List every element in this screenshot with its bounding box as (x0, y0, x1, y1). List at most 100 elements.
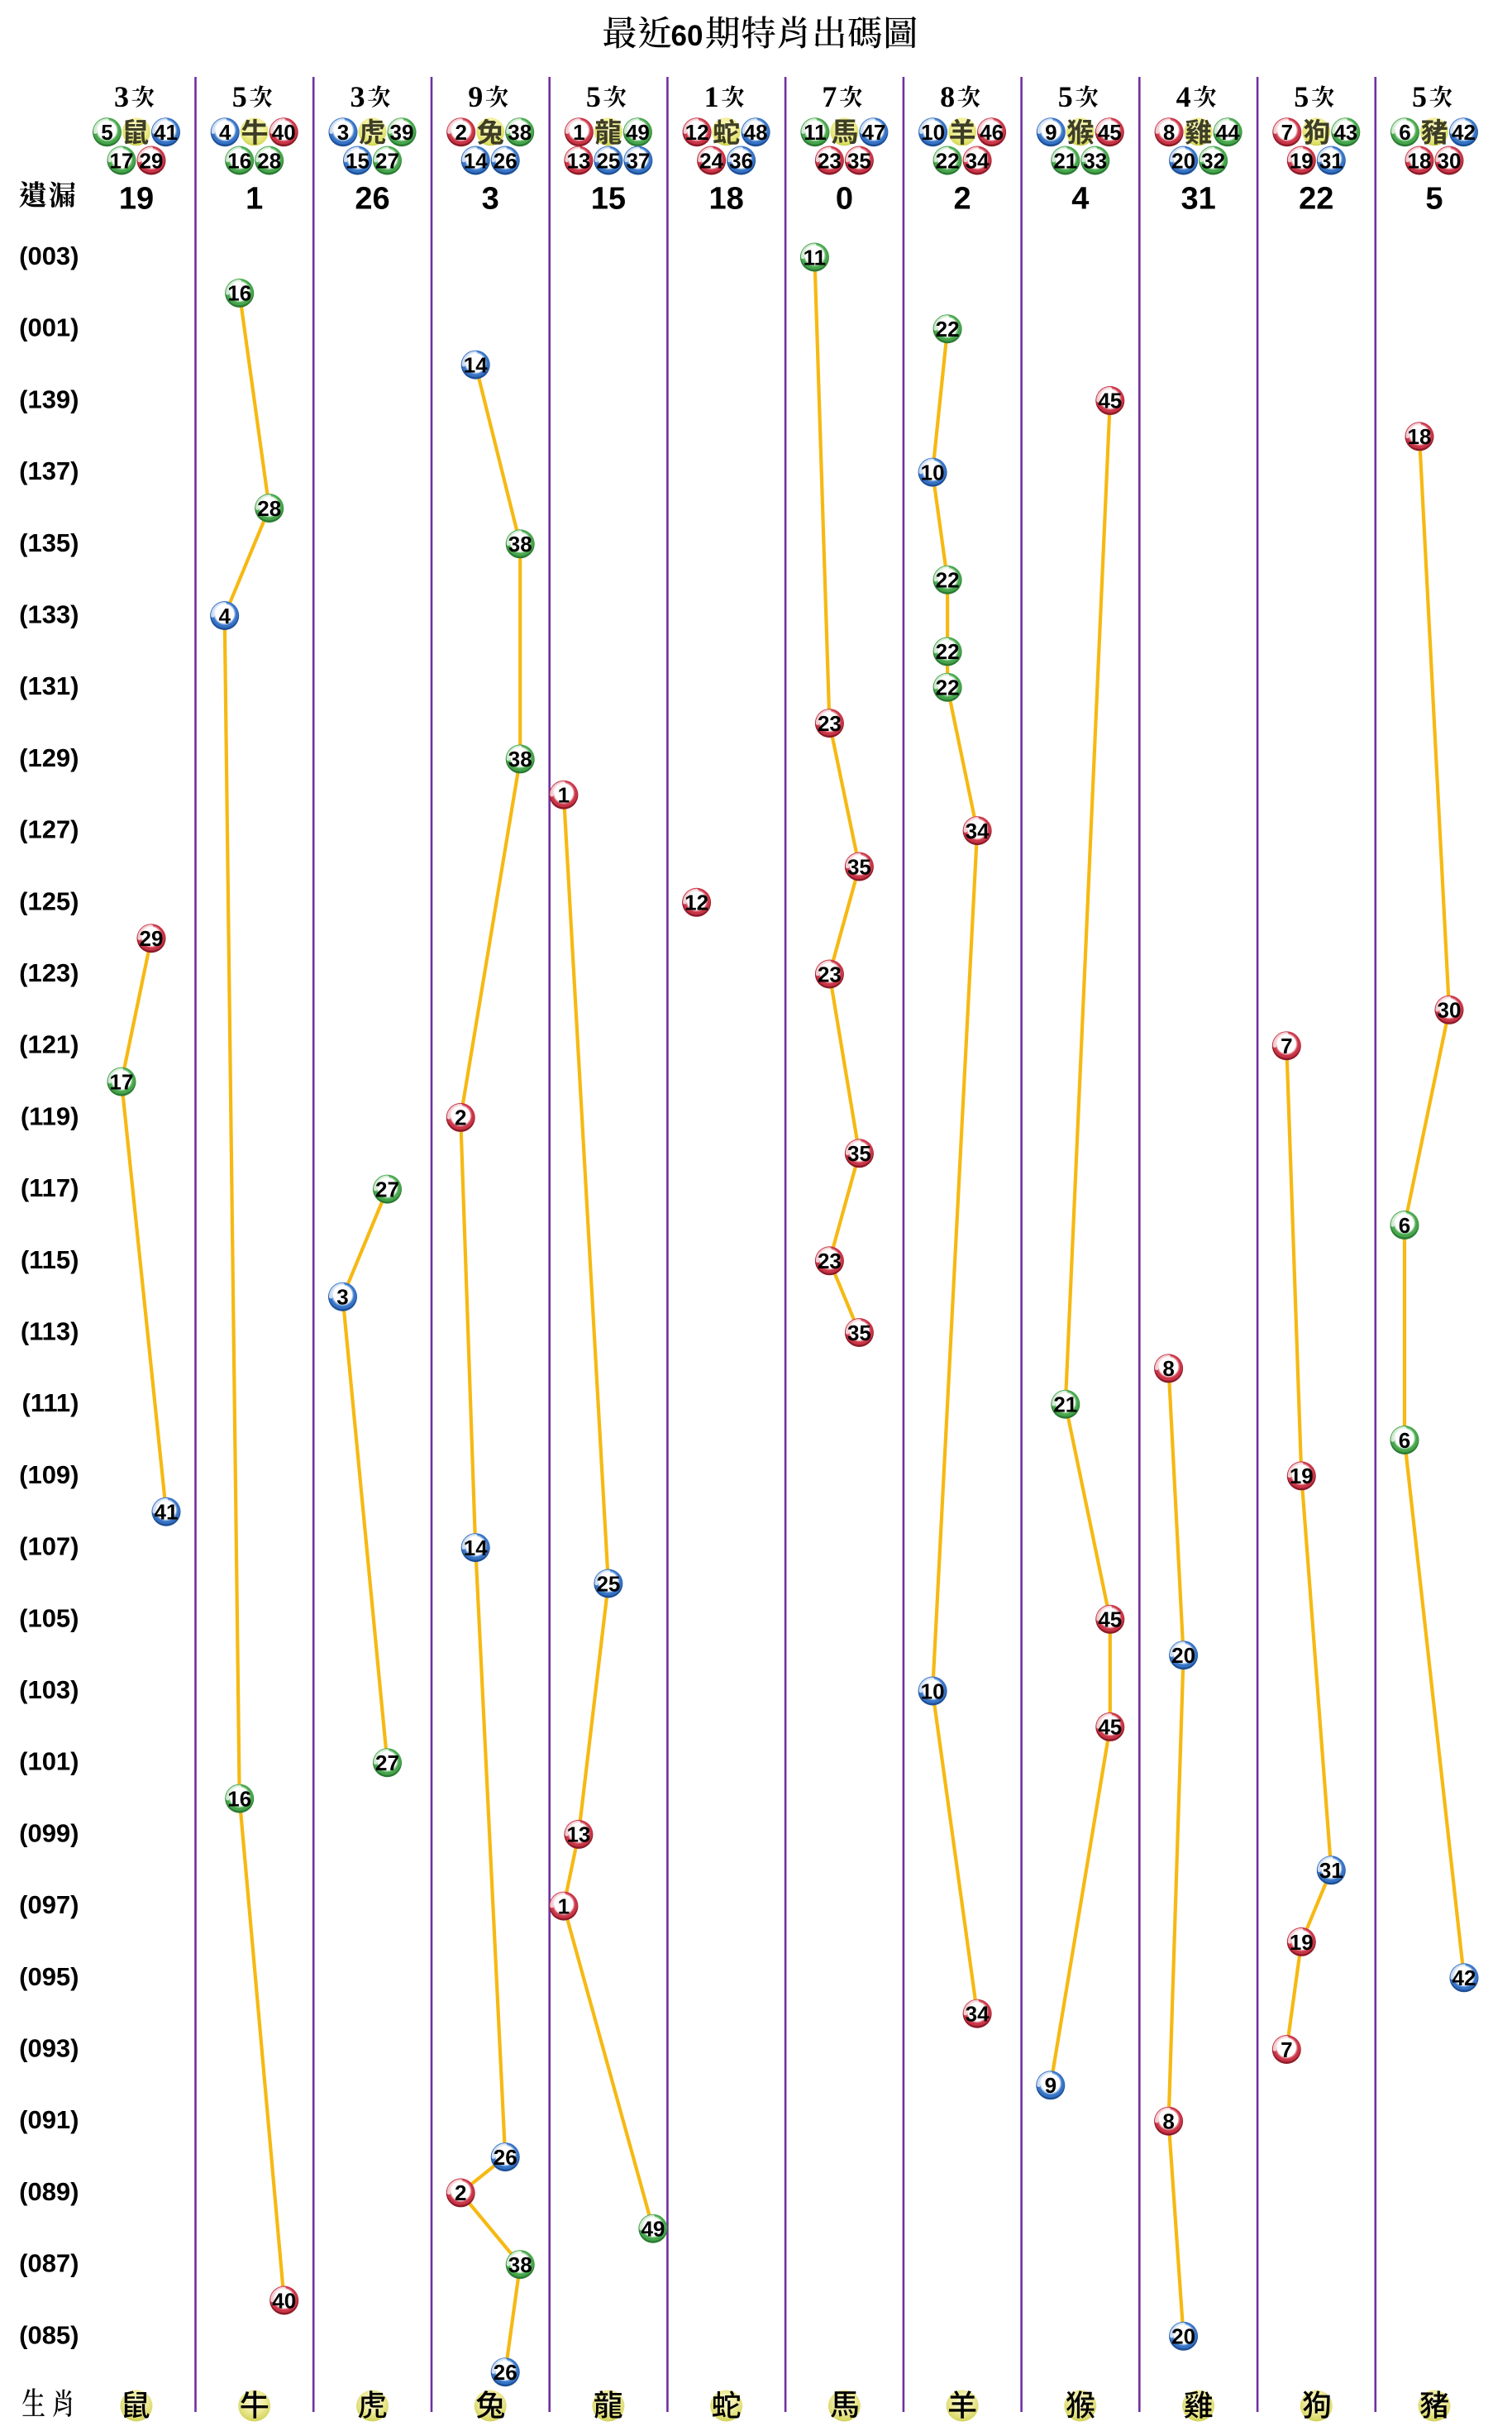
svg-text:(087): (087) (19, 2249, 79, 2278)
svg-text:41: 41 (155, 1500, 179, 1525)
svg-text:27: 27 (375, 148, 399, 173)
svg-text:45: 45 (1098, 120, 1122, 145)
svg-text:(091): (091) (19, 2105, 79, 2134)
svg-text:12: 12 (684, 891, 708, 915)
svg-text:14: 14 (464, 148, 488, 173)
svg-text:4: 4 (219, 120, 231, 145)
svg-text:26: 26 (355, 181, 389, 216)
svg-text:5: 5 (101, 120, 112, 145)
svg-text:21: 21 (1053, 148, 1077, 173)
svg-text:16: 16 (227, 1786, 251, 1811)
svg-text:13: 13 (566, 1822, 590, 1847)
svg-text:45: 45 (1098, 389, 1122, 413)
svg-text:17: 17 (110, 1069, 134, 1094)
svg-text:3: 3 (336, 1285, 348, 1310)
svg-text:39: 39 (390, 120, 414, 145)
svg-text:37: 37 (626, 148, 650, 173)
svg-text:23: 23 (818, 962, 842, 986)
svg-text:(093): (093) (19, 2034, 79, 2063)
svg-text:31: 31 (1319, 1858, 1343, 1883)
svg-text:35: 35 (847, 1321, 871, 1345)
svg-text:1: 1 (558, 1894, 570, 1918)
svg-text:23: 23 (818, 148, 842, 173)
svg-text:8: 8 (1162, 1356, 1174, 1381)
svg-text:26: 26 (494, 2145, 518, 2170)
svg-text:5: 5 (1058, 80, 1073, 113)
svg-text:22: 22 (936, 639, 960, 664)
svg-text:26: 26 (494, 2360, 518, 2385)
svg-text:22: 22 (936, 568, 960, 593)
svg-text:8: 8 (940, 80, 955, 113)
svg-text:19: 19 (1290, 1930, 1314, 1955)
svg-text:1: 1 (573, 120, 584, 145)
svg-text:3: 3 (114, 80, 129, 113)
svg-text:20: 20 (1171, 1643, 1195, 1668)
svg-text:60: 60 (671, 20, 704, 52)
svg-text:19: 19 (1290, 1464, 1314, 1488)
svg-text:24: 24 (699, 148, 723, 173)
svg-text:35: 35 (847, 1141, 871, 1166)
svg-text:(127): (127) (19, 815, 79, 844)
svg-text:1: 1 (558, 783, 570, 808)
svg-text:1: 1 (704, 80, 719, 113)
svg-text:19: 19 (119, 181, 154, 216)
svg-text:44: 44 (1216, 120, 1240, 145)
svg-text:40: 40 (272, 2288, 296, 2313)
svg-text:(003): (003) (19, 241, 79, 270)
svg-text:32: 32 (1201, 148, 1225, 173)
svg-text:34: 34 (966, 819, 990, 843)
svg-text:45: 45 (1098, 1607, 1122, 1632)
svg-text:5: 5 (1425, 181, 1443, 216)
svg-text:3: 3 (351, 80, 365, 113)
svg-text:8: 8 (1162, 2109, 1174, 2134)
svg-text:(123): (123) (19, 958, 79, 987)
svg-text:2: 2 (954, 181, 971, 216)
svg-text:11: 11 (804, 245, 827, 270)
svg-text:(107): (107) (19, 1532, 79, 1561)
svg-text:20: 20 (1171, 2324, 1195, 2349)
svg-text:(113): (113) (21, 1317, 79, 1346)
svg-text:(119): (119) (21, 1101, 79, 1130)
svg-text:23: 23 (818, 711, 842, 736)
svg-text:(109): (109) (19, 1460, 79, 1489)
svg-text:(121): (121) (19, 1030, 79, 1059)
svg-text:(135): (135) (19, 528, 79, 557)
svg-text:(133): (133) (19, 600, 79, 629)
svg-text:28: 28 (257, 496, 281, 521)
svg-text:(139): (139) (19, 384, 79, 413)
svg-text:2: 2 (455, 2180, 466, 2205)
svg-text:49: 49 (626, 120, 650, 145)
svg-text:38: 38 (508, 120, 532, 145)
svg-text:17: 17 (110, 148, 134, 173)
svg-text:35: 35 (847, 148, 871, 173)
svg-text:42: 42 (1452, 120, 1476, 145)
svg-text:(111): (111) (22, 1388, 79, 1417)
svg-text:10: 10 (921, 120, 945, 145)
svg-text:18: 18 (1408, 148, 1432, 173)
svg-text:38: 38 (508, 747, 532, 771)
svg-text:19: 19 (1290, 148, 1314, 173)
svg-text:30: 30 (1438, 148, 1462, 173)
svg-text:(115): (115) (21, 1245, 79, 1274)
svg-text:22: 22 (936, 676, 960, 700)
svg-text:45: 45 (1098, 1715, 1122, 1740)
svg-text:38: 38 (508, 532, 532, 556)
svg-text:29: 29 (140, 148, 164, 173)
svg-text:9: 9 (1045, 120, 1056, 145)
svg-text:36: 36 (729, 148, 753, 173)
svg-text:6: 6 (1399, 120, 1410, 145)
svg-text:5: 5 (586, 80, 601, 113)
svg-text:1: 1 (246, 181, 263, 216)
svg-text:(131): (131) (19, 671, 79, 700)
svg-text:21: 21 (1053, 1392, 1077, 1417)
svg-text:10: 10 (921, 460, 945, 485)
svg-text:27: 27 (375, 1177, 399, 1201)
svg-text:12: 12 (685, 120, 709, 145)
svg-text:41: 41 (154, 120, 178, 145)
svg-text:13: 13 (566, 148, 590, 173)
svg-text:4: 4 (218, 604, 231, 628)
svg-text:7: 7 (822, 80, 837, 113)
svg-text:6: 6 (1399, 1213, 1410, 1238)
svg-text:31: 31 (1181, 181, 1215, 216)
svg-text:6: 6 (1399, 1428, 1410, 1453)
